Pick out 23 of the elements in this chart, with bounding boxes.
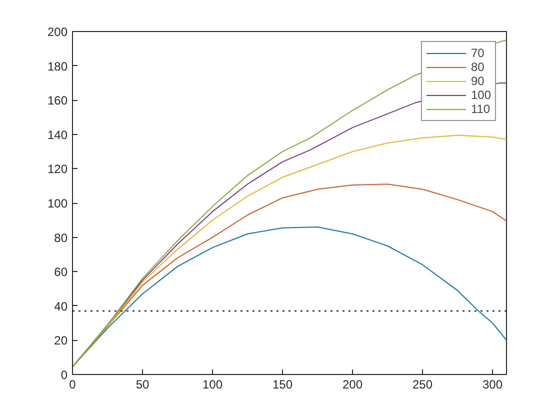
x-tick-label: 0	[69, 378, 76, 392]
y-tick-label: 20	[54, 334, 68, 348]
legend-label: 80	[470, 60, 486, 74]
y-tick-label: 200	[47, 25, 68, 39]
y-tick-label: 0	[60, 368, 68, 382]
legend-label: 70	[470, 46, 486, 60]
x-tick-label: 150	[272, 378, 293, 392]
y-tick-label: 100	[47, 196, 68, 210]
x-tick-label: 300	[482, 378, 503, 392]
legend-label: 90	[470, 74, 486, 88]
y-tick-label: 180	[47, 59, 68, 74]
x-tick-label: 50	[136, 378, 150, 392]
x-tick-label: 250	[412, 378, 433, 392]
x-tick-label: 200	[342, 378, 363, 392]
y-tick-label: 80	[54, 230, 68, 245]
legend-label: 100	[470, 88, 491, 102]
y-tick-label: 120	[47, 162, 68, 176]
legend-label: 110	[470, 102, 491, 116]
x-tick-label: 100	[202, 378, 223, 392]
y-tick-label: 140	[47, 128, 68, 142]
y-tick-label: 60	[54, 265, 68, 280]
y-tick-label: 40	[54, 299, 68, 314]
y-tick-label: 160	[47, 94, 68, 108]
